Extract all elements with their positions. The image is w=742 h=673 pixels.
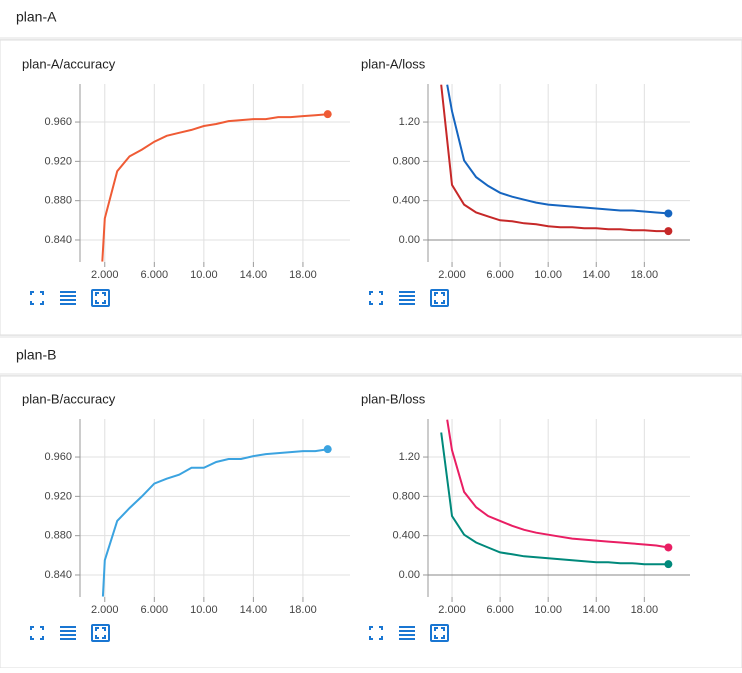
chart-title: plan-B/loss bbox=[361, 391, 426, 406]
fit-domain-icon bbox=[434, 627, 445, 639]
last-point bbox=[323, 110, 332, 119]
card bbox=[0, 39, 742, 336]
y-tick-label: 0.400 bbox=[392, 195, 420, 207]
fit-domain-button[interactable] bbox=[91, 289, 110, 307]
x-tick-label: 18.00 bbox=[631, 269, 659, 281]
expand-button[interactable] bbox=[369, 291, 383, 305]
data-selection-button[interactable] bbox=[399, 626, 415, 640]
y-tick-label: 0.920 bbox=[44, 155, 72, 167]
data-selection-button[interactable] bbox=[399, 291, 415, 305]
x-tick-label: 2.000 bbox=[91, 604, 119, 616]
series-line bbox=[440, 84, 669, 233]
x-tick-label: 14.00 bbox=[582, 269, 610, 281]
data-selection-button[interactable] bbox=[60, 626, 76, 640]
toolbar bbox=[30, 289, 449, 642]
expand-button[interactable] bbox=[30, 291, 44, 305]
x-tick-label: 10.00 bbox=[534, 269, 562, 281]
x-tick-label: 2.000 bbox=[91, 269, 119, 281]
x-tick-label: 6.000 bbox=[141, 269, 169, 281]
section-header[interactable] bbox=[0, 338, 742, 373]
y-tick-label: 0.960 bbox=[44, 116, 72, 128]
fit-domain-icon bbox=[434, 292, 445, 304]
chart-title: plan-B/accuracy bbox=[22, 391, 116, 406]
x-tick-label: 18.00 bbox=[289, 269, 317, 281]
last-point bbox=[664, 543, 673, 552]
series-line bbox=[101, 113, 328, 262]
y-tick-label: 0.400 bbox=[392, 530, 420, 542]
chart-title: plan-A/accuracy bbox=[22, 56, 116, 71]
series-line bbox=[101, 448, 328, 597]
x-tick-label: 2.000 bbox=[438, 269, 466, 281]
x-tick-label: 18.00 bbox=[289, 604, 317, 616]
section-title: plan-B bbox=[16, 347, 56, 363]
x-tick-label: 14.00 bbox=[582, 604, 610, 616]
expand-button[interactable] bbox=[369, 626, 383, 640]
x-tick-label: 14.00 bbox=[240, 269, 268, 281]
x-tick-label: 10.00 bbox=[534, 604, 562, 616]
expand-button[interactable] bbox=[30, 626, 44, 640]
y-tick-label: 1.20 bbox=[399, 451, 420, 463]
fit-domain-icon bbox=[95, 627, 106, 639]
chart-title: plan-A/loss bbox=[361, 56, 426, 71]
card bbox=[0, 375, 742, 669]
section-title: plan-A bbox=[16, 9, 57, 25]
x-tick-label: 6.000 bbox=[486, 604, 514, 616]
series-line bbox=[446, 419, 669, 549]
y-tick-label: 0.00 bbox=[399, 569, 420, 581]
fit-domain-button[interactable] bbox=[91, 624, 110, 642]
fit-domain-button[interactable] bbox=[430, 624, 449, 642]
y-tick-label: 0.880 bbox=[44, 530, 72, 542]
x-tick-label: 6.000 bbox=[141, 604, 169, 616]
y-tick-label: 0.880 bbox=[44, 195, 72, 207]
x-tick-label: 18.00 bbox=[631, 604, 659, 616]
last-point bbox=[664, 209, 673, 218]
x-tick-label: 2.000 bbox=[438, 604, 466, 616]
x-tick-label: 14.00 bbox=[240, 604, 268, 616]
y-tick-label: 0.800 bbox=[392, 155, 420, 167]
y-tick-label: 1.20 bbox=[399, 116, 420, 128]
x-tick-label: 6.000 bbox=[486, 269, 514, 281]
data-selection-button[interactable] bbox=[60, 291, 76, 305]
last-point bbox=[664, 227, 673, 236]
y-tick-label: 0.920 bbox=[44, 490, 72, 502]
last-point bbox=[323, 445, 332, 454]
y-tick-label: 0.840 bbox=[44, 234, 72, 246]
y-tick-label: 0.840 bbox=[44, 569, 72, 581]
x-tick-label: 10.00 bbox=[190, 604, 218, 616]
x-tick-label: 10.00 bbox=[190, 269, 218, 281]
series-line bbox=[446, 84, 669, 215]
last-point bbox=[664, 560, 673, 569]
y-tick-label: 0.960 bbox=[44, 451, 72, 463]
fit-domain-button[interactable] bbox=[430, 289, 449, 307]
series-line bbox=[440, 432, 669, 566]
fit-domain-icon bbox=[95, 292, 106, 304]
y-tick-label: 0.800 bbox=[392, 490, 420, 502]
section-header[interactable] bbox=[0, 0, 742, 37]
y-tick-label: 0.00 bbox=[399, 234, 420, 246]
